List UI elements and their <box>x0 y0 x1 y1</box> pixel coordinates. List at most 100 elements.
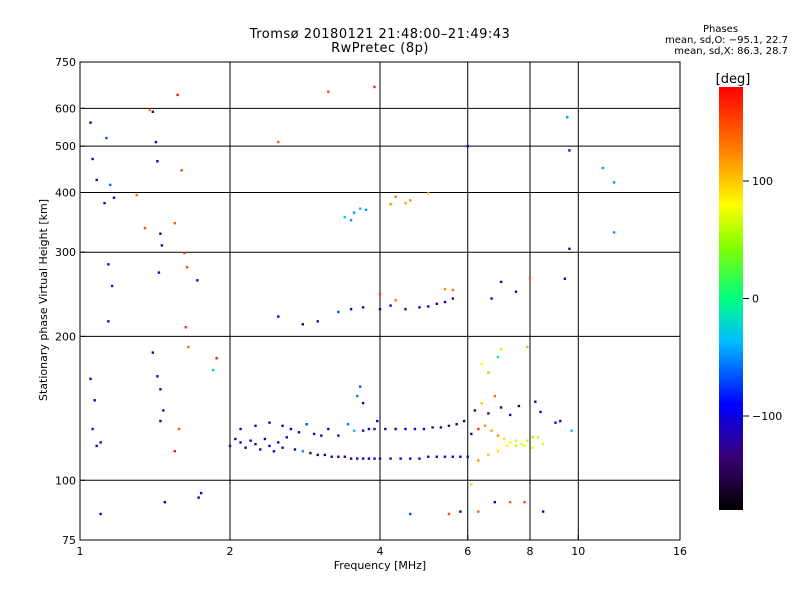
data-point <box>103 201 106 205</box>
x-tick-label: 6 <box>464 545 471 558</box>
data-point <box>514 439 518 442</box>
data-point <box>505 444 509 448</box>
data-point <box>443 288 447 291</box>
data-point <box>352 211 356 214</box>
data-point <box>105 136 108 140</box>
data-point <box>539 410 542 414</box>
data-point <box>422 427 426 431</box>
data-point <box>89 377 92 381</box>
data-point <box>289 427 293 431</box>
data-point <box>404 307 407 311</box>
data-point <box>568 149 571 152</box>
data-point <box>541 510 545 513</box>
data-point <box>477 510 480 513</box>
data-point <box>358 207 362 210</box>
data-point <box>487 453 490 457</box>
data-point <box>361 401 365 405</box>
data-point <box>254 442 257 446</box>
data-point <box>268 444 271 448</box>
data-point <box>563 277 567 280</box>
data-point <box>160 244 164 247</box>
y-tick-label: 100 <box>55 474 76 487</box>
data-point <box>305 423 308 426</box>
colorbar-tick-label: 100 <box>752 175 773 188</box>
data-point <box>496 434 500 437</box>
data-point <box>447 512 451 516</box>
data-point <box>107 263 110 266</box>
data-point <box>427 455 430 458</box>
colorbar-tick-label: −100 <box>752 410 782 423</box>
grid-lines <box>80 62 680 540</box>
data-point <box>451 297 455 300</box>
data-point <box>112 196 116 199</box>
data-point <box>281 424 284 428</box>
data-point <box>349 219 353 222</box>
data-point <box>394 195 397 198</box>
data-point <box>378 307 382 311</box>
data-point <box>349 457 353 460</box>
phase-stat-o: mean, sd,O: −95.1, 22.7 <box>665 35 788 46</box>
data-point <box>531 446 534 449</box>
x-tick-label: 8 <box>527 545 534 558</box>
data-point <box>156 375 159 378</box>
data-point <box>135 193 138 197</box>
data-point <box>470 432 473 436</box>
data-point <box>451 288 455 292</box>
y-tick-label: 300 <box>55 246 76 259</box>
data-point <box>443 300 447 304</box>
data-point <box>364 208 368 212</box>
y-tick-label: 400 <box>55 186 76 199</box>
data-point <box>337 310 340 314</box>
data-point <box>249 439 252 442</box>
data-point <box>177 427 181 431</box>
data-point <box>409 512 412 516</box>
data-point <box>154 140 158 144</box>
data-points <box>89 85 616 516</box>
data-point <box>373 457 376 460</box>
x-tick-label: 16 <box>673 545 687 558</box>
data-point <box>409 199 412 202</box>
y-tick-label: 200 <box>55 330 76 343</box>
data-point <box>523 444 526 448</box>
axis-ticks: 1 2 4 6 8 10 16 75 100 200 300 400 500 600 750 <box>55 56 687 558</box>
data-point <box>228 444 232 448</box>
data-point <box>496 355 500 359</box>
x-axis-label: Frequency [MHz] <box>334 559 426 572</box>
data-point <box>399 457 402 460</box>
data-point <box>109 183 112 187</box>
data-point <box>373 427 376 431</box>
data-point <box>487 371 490 374</box>
data-point <box>89 121 92 124</box>
data-point <box>490 297 493 300</box>
data-point <box>404 427 407 431</box>
data-point <box>259 448 262 451</box>
chart-title: Tromsø 20180121 21:48:00–21:49:43 <box>249 27 511 42</box>
data-point <box>508 413 512 417</box>
data-point <box>196 279 199 282</box>
data-point <box>156 160 159 163</box>
chart-subtitle: RwPretec (8p) <box>331 41 429 56</box>
data-point <box>148 108 151 112</box>
y-axis-label: Stationary phase Virtual Height [km] <box>37 199 50 401</box>
data-point <box>565 115 569 119</box>
data-point <box>514 290 518 293</box>
data-point <box>455 423 458 426</box>
data-point <box>268 421 271 424</box>
data-point <box>361 306 365 309</box>
data-point <box>309 451 312 455</box>
data-point <box>459 455 462 458</box>
phase-block-title: Phases <box>702 24 739 35</box>
phase-stat-x: mean, sd,X: 86.3, 28.7 <box>674 46 788 57</box>
data-point <box>239 441 242 444</box>
data-point <box>389 304 392 307</box>
data-point <box>110 284 114 288</box>
data-point <box>404 201 407 205</box>
data-point <box>536 436 540 439</box>
data-point <box>323 453 327 457</box>
data-point <box>312 432 316 436</box>
data-point <box>394 427 397 431</box>
data-point <box>151 110 155 114</box>
data-point <box>473 409 477 412</box>
data-point <box>293 448 297 451</box>
